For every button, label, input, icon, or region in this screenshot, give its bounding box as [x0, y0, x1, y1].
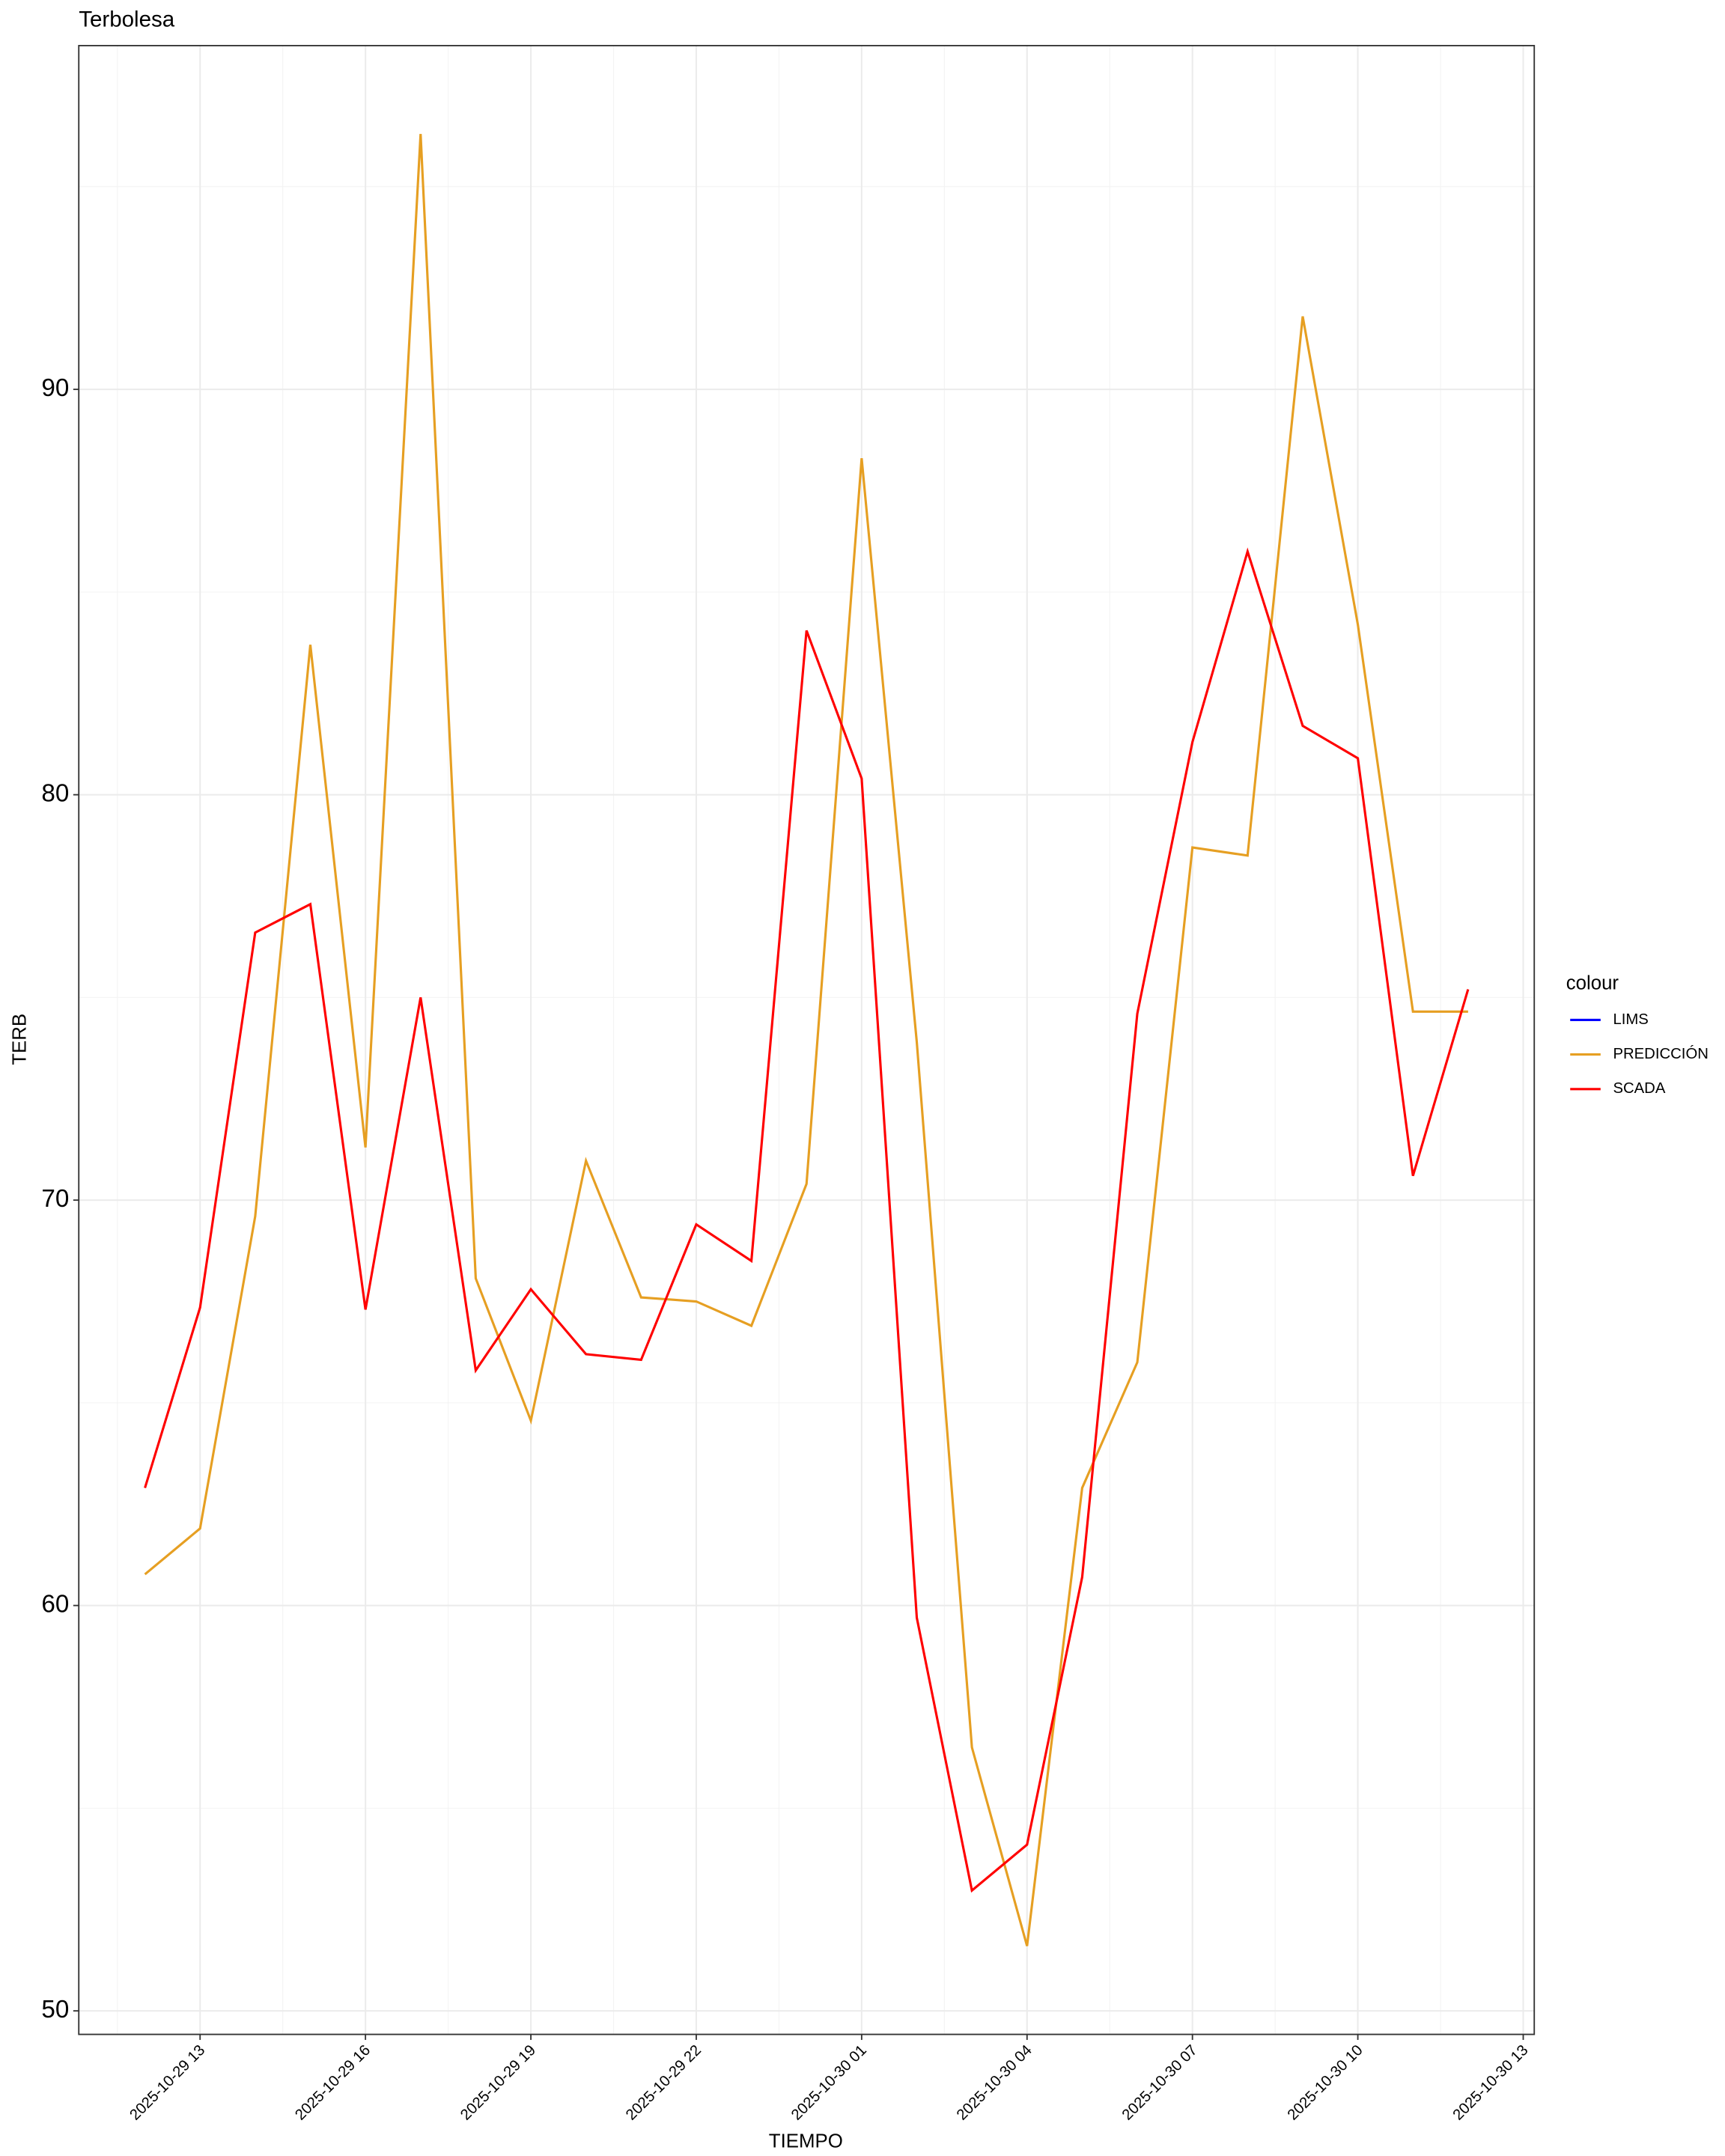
y-tick-label: 50: [41, 1996, 69, 2023]
line: [144, 133, 1468, 1946]
legend-label: SCADA: [1613, 1080, 1665, 1097]
legend-label: LIMS: [1613, 1011, 1648, 1028]
y-tick-label: 80: [41, 779, 69, 807]
y-tick-label: 90: [41, 374, 69, 402]
legend-title: colour: [1566, 972, 1619, 993]
line: [144, 547, 1470, 1893]
legend-label: PREDICCIÓN: [1613, 1045, 1708, 1062]
plot-border: [78, 45, 1536, 2035]
y-tick-label: 60: [41, 1590, 69, 1618]
chart-title: Terbolesa: [79, 7, 175, 31]
x-axis-title: TIEMPO: [769, 2131, 843, 2152]
y-tick-label: 70: [41, 1185, 69, 1213]
y-axis-title: TERB: [10, 1014, 31, 1065]
